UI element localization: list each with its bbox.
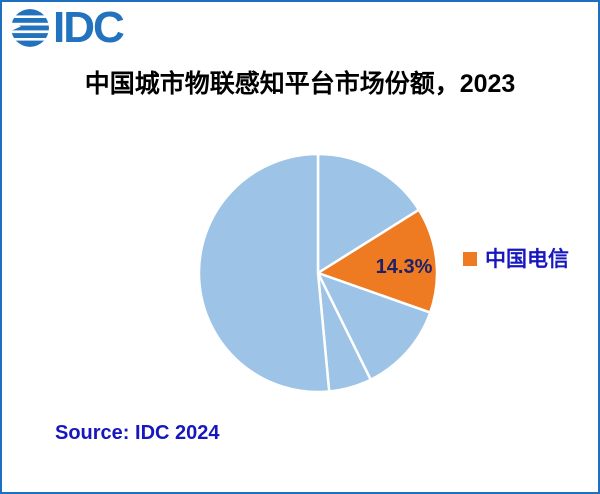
idc-logo-text: IDC [53, 3, 125, 52]
legend-label: 中国电信 [485, 248, 569, 271]
globe-icon [11, 9, 49, 47]
source-note: Source: IDC 2024 [55, 422, 220, 444]
chart-title: 中国城市物联感知平台市场份额，2023 [84, 70, 516, 98]
pie-slice-4 [197, 152, 331, 394]
slice-value-label: 14.3% [375, 256, 433, 278]
pie-chart [197, 152, 439, 394]
pie-slice-0 [316, 152, 421, 275]
idc-logo: IDC [10, 3, 125, 52]
pie-slice-1-中国电信 [316, 208, 439, 314]
pie-slice-2 [316, 271, 432, 381]
legend: 中国电信 [463, 243, 569, 273]
legend-swatch [463, 252, 477, 266]
